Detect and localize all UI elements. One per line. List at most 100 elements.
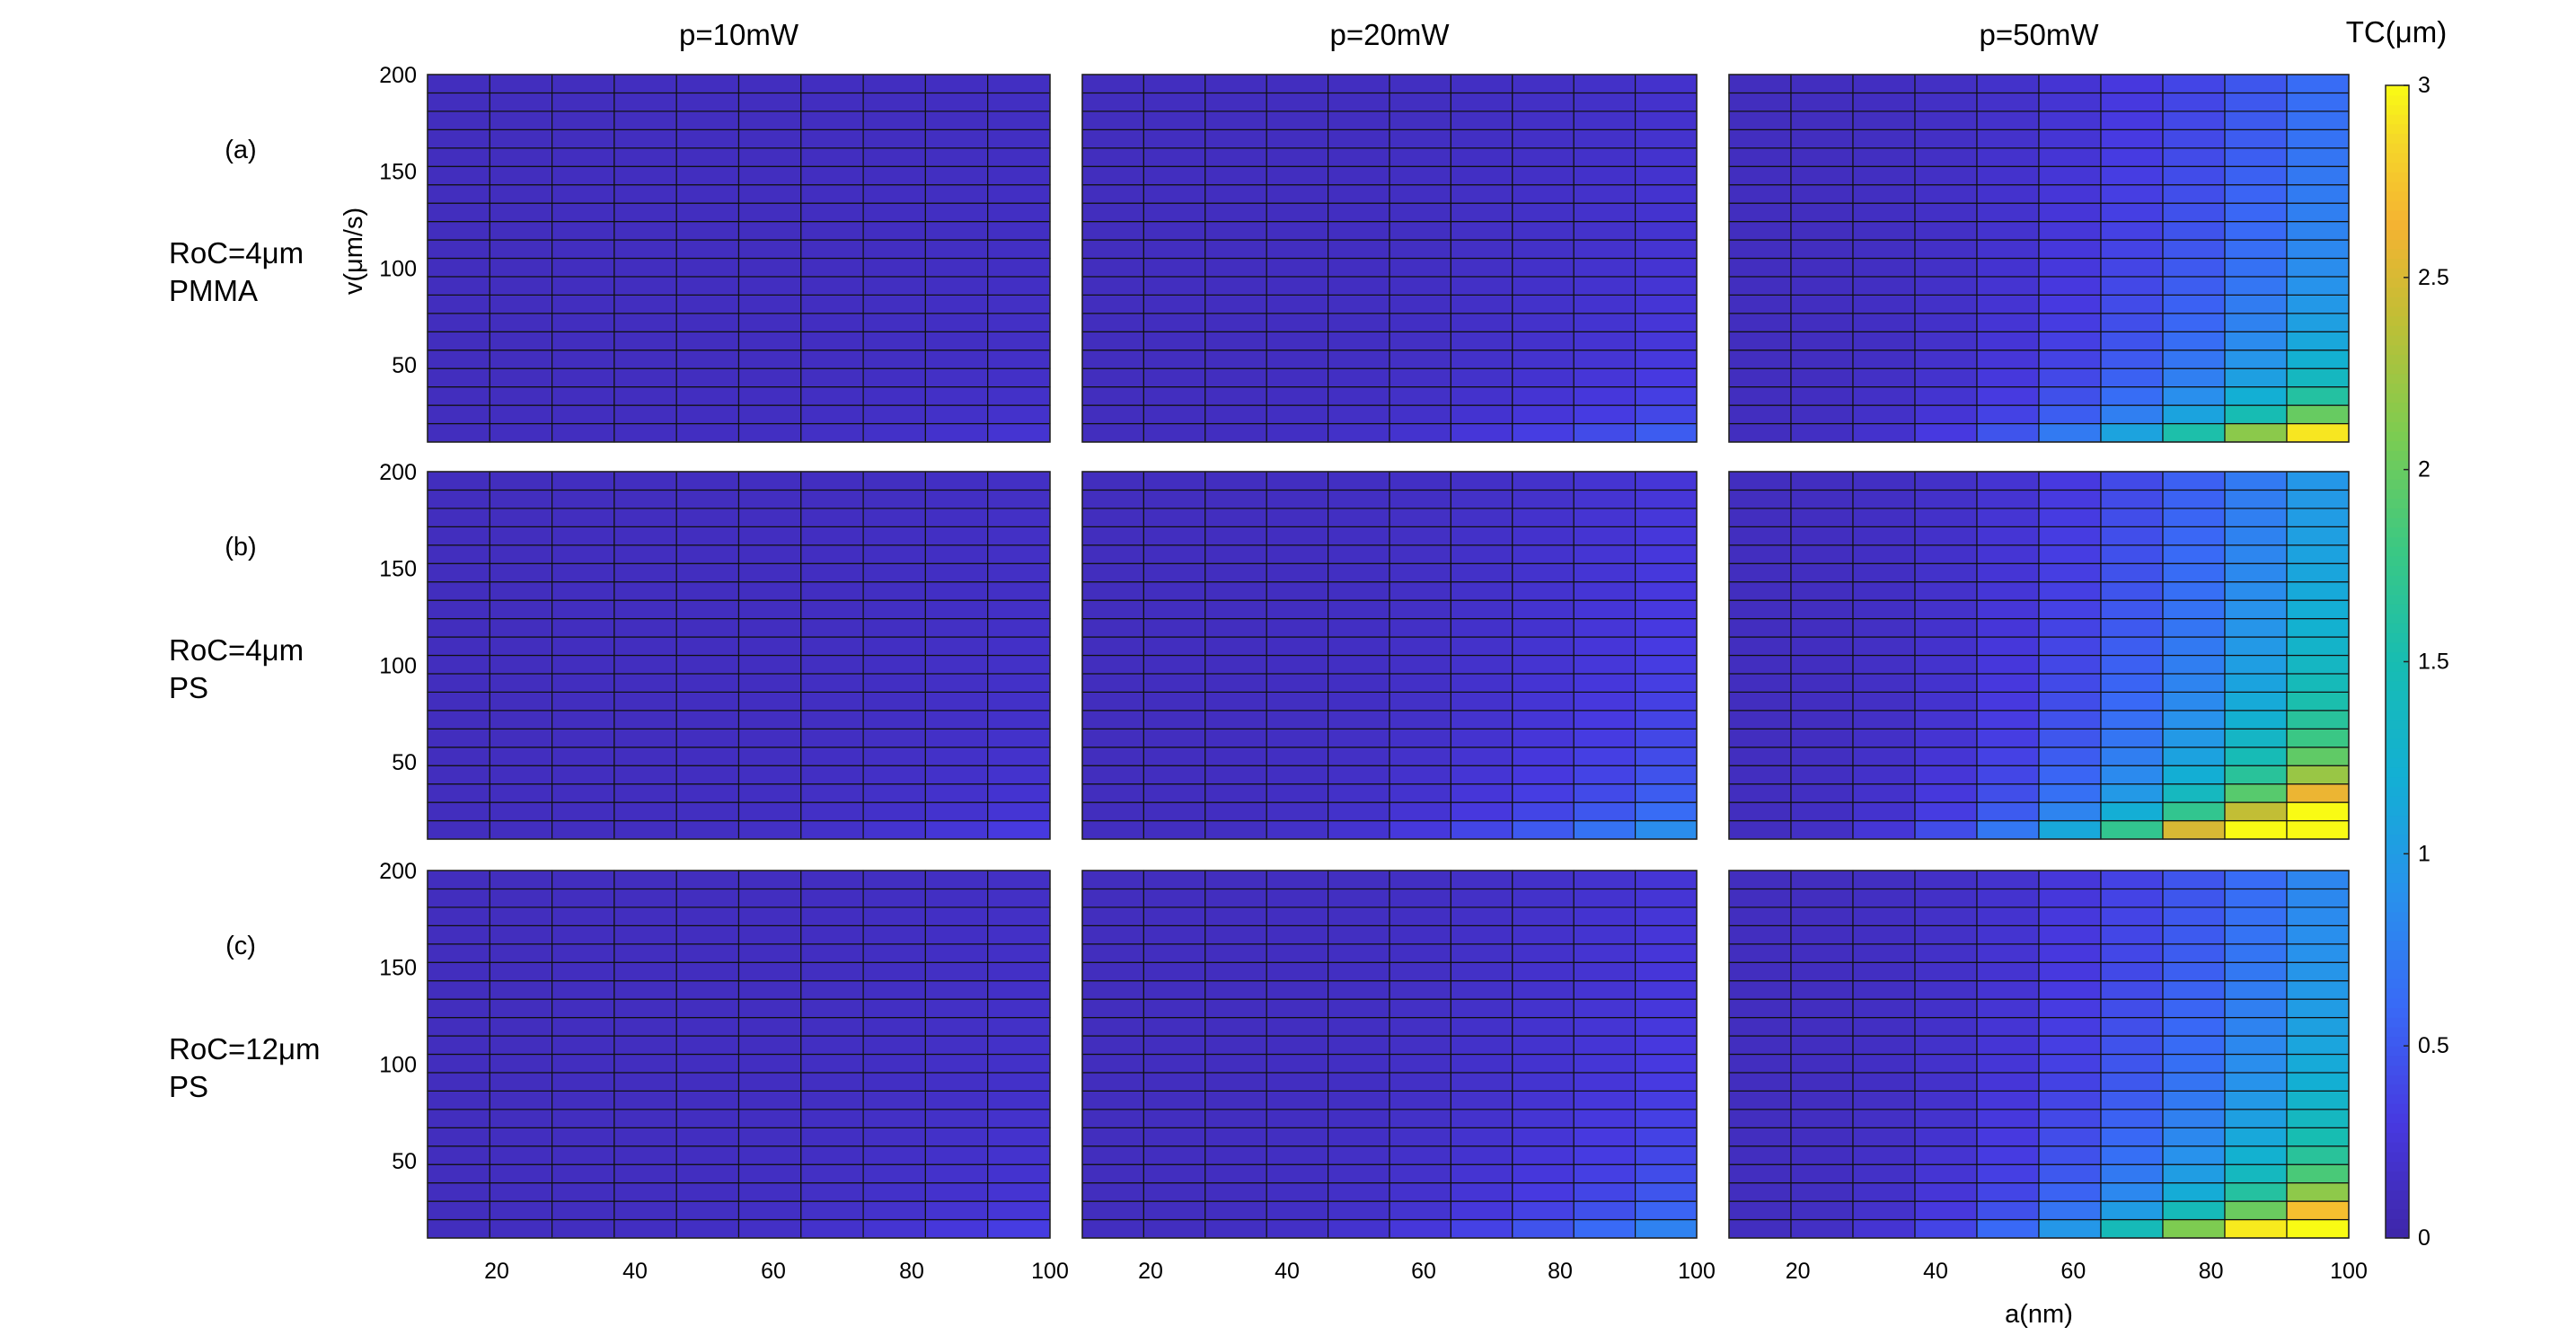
heatmap-cell xyxy=(1327,1053,1390,1074)
heatmap-cell xyxy=(1914,184,1978,204)
heatmap-cell xyxy=(1512,147,1575,167)
colorbar-segment xyxy=(2386,393,2409,403)
heatmap-cell xyxy=(2286,74,2350,94)
heatmap-cell xyxy=(1081,961,1145,982)
heatmap-cell xyxy=(1142,111,1206,130)
heatmap-cell xyxy=(1634,617,1698,638)
heatmap-cell xyxy=(1081,544,1145,564)
heatmap-cell xyxy=(1914,471,1978,491)
heatmap-cell xyxy=(1266,422,1329,443)
heatmap-cell xyxy=(1790,1127,1854,1147)
heatmap-cell xyxy=(1204,924,1267,945)
heatmap-cell xyxy=(1914,147,1978,167)
heatmap-cell xyxy=(489,111,553,130)
heatmap-cell xyxy=(1081,617,1145,638)
heatmap-cell xyxy=(1976,489,2040,509)
heatmap-cell xyxy=(2100,367,2164,388)
heatmap-cell xyxy=(2100,980,2164,1000)
heatmap-cell xyxy=(489,1163,553,1184)
colorbar-segment xyxy=(2386,565,2409,576)
heatmap-cell xyxy=(924,617,989,638)
heatmap-cell xyxy=(1389,111,1452,130)
x-tick-label: 40 xyxy=(622,1259,648,1284)
heatmap-cell xyxy=(613,581,677,601)
heatmap-cell xyxy=(737,998,802,1019)
heatmap-cell xyxy=(551,489,615,509)
heatmap-cell xyxy=(2038,1090,2102,1110)
y-tick-label: 150 xyxy=(379,956,417,981)
heatmap-cell xyxy=(1266,386,1329,406)
heatmap-cell xyxy=(675,1090,740,1110)
heatmap-cell xyxy=(2224,294,2288,314)
heatmap-cell xyxy=(2100,1053,2164,1074)
heatmap-cell xyxy=(1512,202,1575,223)
heatmap-cell xyxy=(427,489,490,509)
heatmap-cell xyxy=(1573,313,1636,332)
heatmap-cell xyxy=(1204,888,1267,908)
heatmap-cell xyxy=(1634,111,1698,130)
heatmap-cell xyxy=(862,331,926,351)
heatmap-cell xyxy=(1914,202,1978,223)
heatmap-cell xyxy=(737,562,802,583)
colorbar-segment xyxy=(2386,162,2409,172)
heatmap-cell xyxy=(551,221,615,241)
heatmap-cell xyxy=(2224,1163,2288,1184)
heatmap-cell xyxy=(489,636,553,657)
heatmap-cell xyxy=(800,489,864,509)
heatmap-cell xyxy=(427,165,490,186)
heatmap-cell xyxy=(1266,239,1329,260)
heatmap-cell xyxy=(1728,239,1792,260)
heatmap-cell xyxy=(1512,636,1575,657)
heatmap-cell xyxy=(2100,581,2164,601)
heatmap-cell xyxy=(862,367,926,388)
heatmap-cell xyxy=(1450,1090,1513,1110)
heatmap-cell xyxy=(924,331,989,351)
heatmap-cell xyxy=(924,74,989,94)
heatmap-cell xyxy=(862,74,926,94)
colorbar-segment xyxy=(2386,325,2409,336)
heatmap-cell xyxy=(2286,1145,2350,1165)
heatmap-cell xyxy=(1634,924,1698,945)
heatmap-cell xyxy=(613,202,677,223)
heatmap-cell xyxy=(1389,257,1452,278)
heatmap-cell xyxy=(1790,1053,1854,1074)
heatmap-cell xyxy=(987,349,1051,369)
heatmap-cell xyxy=(489,906,553,926)
heatmap-cell xyxy=(1450,599,1513,620)
heatmap-cell xyxy=(1976,294,2040,314)
heatmap-cell xyxy=(862,1072,926,1092)
heatmap-cell xyxy=(613,276,677,296)
heatmap-cell xyxy=(1573,870,1636,890)
heatmap-cell xyxy=(675,943,740,963)
heatmap-cell xyxy=(2038,870,2102,890)
heatmap-cell xyxy=(1389,331,1452,351)
heatmap-cell xyxy=(427,599,490,620)
heatmap-cell xyxy=(613,562,677,583)
heatmap-cell xyxy=(987,128,1051,149)
heatmap-cell xyxy=(1728,998,1792,1019)
heatmap-cell xyxy=(675,386,740,406)
heatmap-cell xyxy=(675,636,740,657)
heatmap-cell xyxy=(613,943,677,963)
heatmap-cell xyxy=(1450,943,1513,963)
heatmap-cell xyxy=(2038,489,2102,509)
heatmap-cell xyxy=(800,1035,864,1056)
heatmap-cell xyxy=(1142,765,1206,785)
heatmap-cell xyxy=(2162,1016,2226,1037)
heatmap-cell xyxy=(1976,599,2040,620)
heatmap-cell xyxy=(675,239,740,260)
heatmap-cell xyxy=(1914,673,1978,694)
heatmap-cell xyxy=(675,276,740,296)
heatmap-cell xyxy=(1512,1109,1575,1128)
colorbar-segment xyxy=(2386,1113,2409,1124)
heatmap-cell xyxy=(2100,765,2164,785)
heatmap-cell xyxy=(1573,654,1636,675)
heatmap-cell xyxy=(1573,1016,1636,1037)
heatmap-cell xyxy=(1081,691,1145,712)
heatmap-cell xyxy=(1142,801,1206,822)
heatmap-cell xyxy=(1976,202,2040,223)
heatmap-cell xyxy=(1790,489,1854,509)
heatmap-cell xyxy=(1142,906,1206,926)
heatmap-cell xyxy=(1634,819,1698,840)
